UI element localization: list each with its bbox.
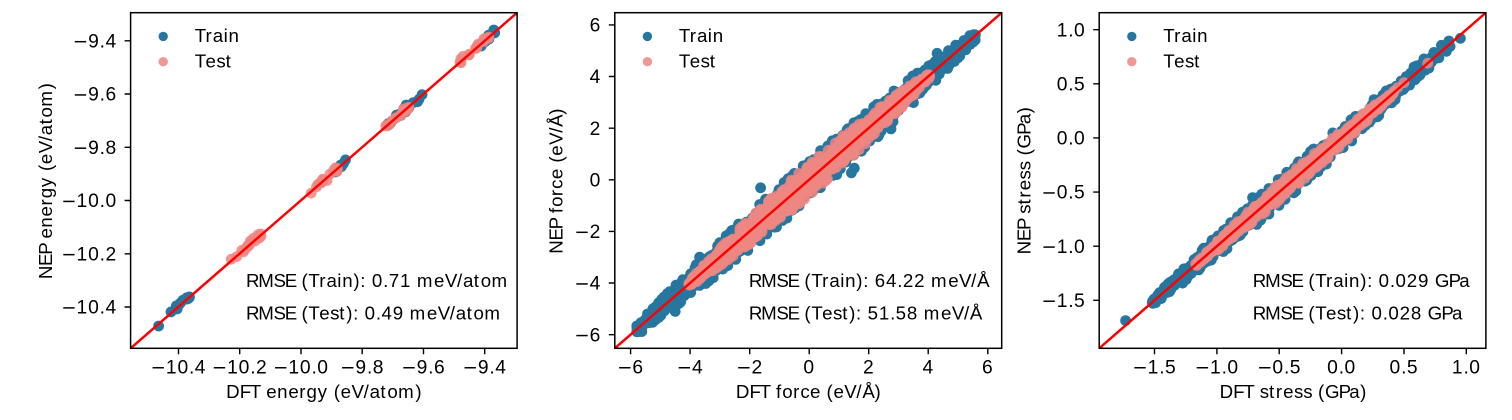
- svg-text:6: 6: [632, 357, 643, 378]
- svg-text:6: 6: [982, 357, 993, 378]
- svg-text:4: 4: [692, 357, 703, 378]
- svg-text:10.0: 10.0: [288, 357, 328, 378]
- svg-text:9.6: 9.6: [417, 357, 445, 378]
- svg-text:Test: Test: [679, 50, 716, 71]
- svg-text:DFT energy (eV/atom): DFT energy (eV/atom): [226, 381, 422, 402]
- svg-text:Train: Train: [195, 25, 239, 46]
- svg-text:2: 2: [590, 119, 601, 140]
- svg-text:RMSE (Train): 0.71 meV/atom: RMSE (Train): 0.71 meV/atom: [246, 270, 507, 291]
- svg-text:9.8: 9.8: [88, 138, 116, 159]
- svg-text:2: 2: [751, 357, 762, 378]
- svg-text:2: 2: [590, 222, 601, 243]
- svg-text:4: 4: [590, 67, 601, 88]
- svg-text:RMSE (Test): 0.49 meV/atom: RMSE (Test): 0.49 meV/atom: [246, 303, 500, 324]
- svg-text:10.0: 10.0: [77, 191, 117, 212]
- svg-text:9.4: 9.4: [478, 357, 506, 378]
- svg-text:10.2: 10.2: [227, 357, 267, 378]
- svg-text:9.4: 9.4: [88, 31, 116, 52]
- svg-text:DFT force (eV/Å): DFT force (eV/Å): [736, 381, 881, 402]
- svg-text:RMSE (Test): 51.58 meV/Å: RMSE (Test): 51.58 meV/Å: [749, 303, 983, 324]
- svg-text:10.4: 10.4: [166, 357, 206, 378]
- svg-text:9.8: 9.8: [355, 357, 383, 378]
- svg-text:0: 0: [590, 170, 601, 191]
- svg-text:4: 4: [590, 274, 601, 295]
- svg-text:Train: Train: [679, 25, 723, 46]
- svg-text:NEP energy (eV/atom): NEP energy (eV/atom): [35, 83, 56, 279]
- svg-text:NEP force (eV/Å): NEP force (eV/Å): [545, 108, 566, 253]
- svg-text:4: 4: [922, 357, 933, 378]
- svg-text:Test: Test: [195, 50, 232, 71]
- svg-text:9.6: 9.6: [88, 85, 116, 106]
- svg-text:RMSE (Train): 64.22 meV/Å: RMSE (Train): 64.22 meV/Å: [749, 270, 990, 291]
- svg-text:0: 0: [803, 357, 814, 378]
- svg-text:10.2: 10.2: [77, 244, 117, 265]
- svg-text:6: 6: [590, 325, 601, 346]
- svg-text:10.4: 10.4: [77, 298, 117, 319]
- svg-text:6: 6: [590, 16, 601, 37]
- svg-text:2: 2: [863, 357, 874, 378]
